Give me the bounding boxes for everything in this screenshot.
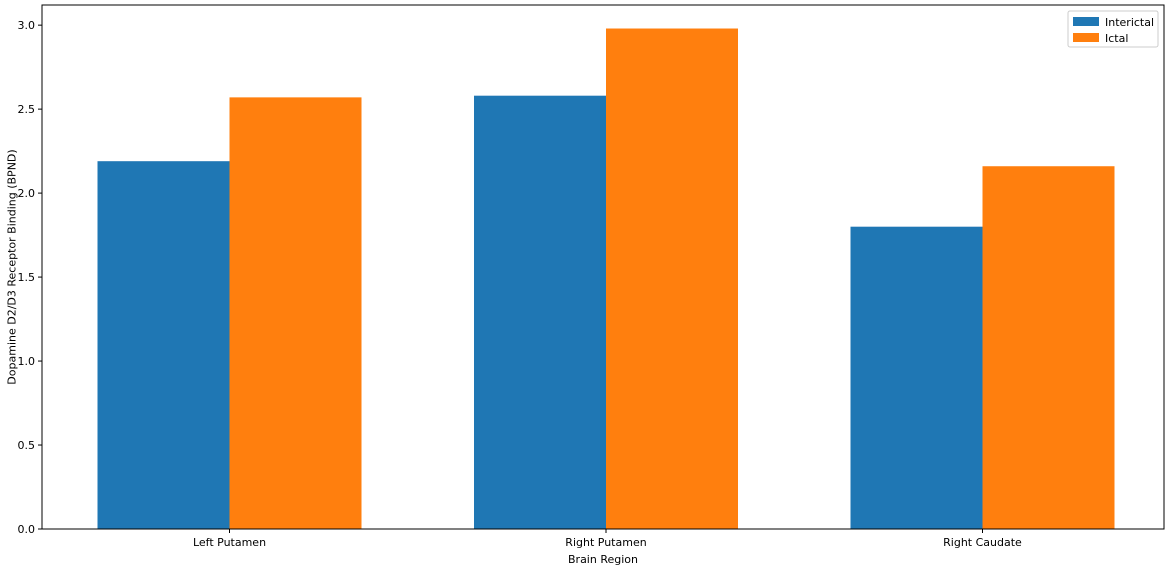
legend-swatch-interictal <box>1073 17 1099 26</box>
legend-label-interictal: Interictal <box>1105 16 1154 29</box>
y-tick-label: 2.5 <box>18 103 36 116</box>
y-tick-label: 2.0 <box>18 187 36 200</box>
bar-interictal-right-caudate <box>850 226 983 529</box>
plot-frame <box>41 4 1165 530</box>
y-tick-label: 3.0 <box>18 19 36 32</box>
bar-interictal-left-putamen <box>97 161 230 529</box>
y-tick-label: 1.0 <box>18 355 36 368</box>
y-tick-label: 1.5 <box>18 271 36 284</box>
x-tick-label: Right Putamen <box>565 536 646 549</box>
bar-ictal-left-putamen <box>229 97 362 529</box>
legend-label-ictal: Ictal <box>1105 32 1128 45</box>
x-axis-ticks: Left Putamen Right Putamen Right Caudate <box>193 529 1022 549</box>
legend-swatch-ictal <box>1073 33 1099 42</box>
bar-interictal-right-putamen <box>474 95 606 529</box>
bar-ictal-right-putamen <box>606 28 738 530</box>
x-tick-label: Right Caudate <box>943 536 1022 549</box>
y-tick-label: 0.0 <box>18 523 36 536</box>
x-tick-label: Left Putamen <box>193 536 266 549</box>
y-axis-label: Dopamine D2/D3 Receptor Binding (BPND) <box>6 149 19 384</box>
x-axis-label: Brain Region <box>568 553 638 566</box>
bars-group <box>97 28 1115 530</box>
y-axis-ticks: 0.0 0.5 1.0 1.5 2.0 2.5 3.0 <box>18 19 42 536</box>
legend: Interictal Ictal <box>1067 10 1159 48</box>
bar-ictal-right-caudate <box>982 166 1115 529</box>
y-tick-label: 0.5 <box>18 439 36 452</box>
